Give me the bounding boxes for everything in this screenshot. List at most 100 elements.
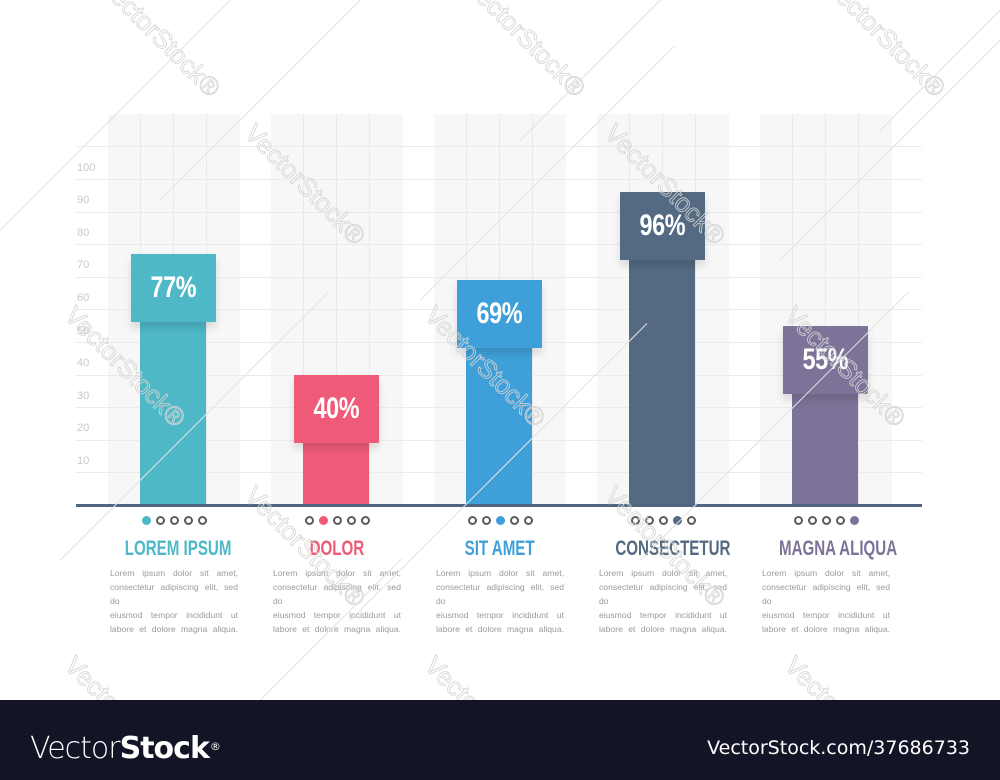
watermark-text: VectorStock® — [58, 650, 192, 700]
dot-icon — [849, 516, 859, 525]
dot-icon — [672, 516, 682, 525]
x-axis-baseline — [76, 504, 922, 507]
desc-line: eiusmod tempor incididunt ut — [599, 610, 727, 620]
dot-icon — [835, 516, 845, 525]
dot-icon — [481, 516, 491, 525]
dot-icon — [686, 516, 696, 525]
desc-line: labore et dolore magna aliqua. — [599, 624, 727, 634]
dot-icon — [346, 516, 356, 525]
grid-line — [76, 212, 922, 213]
desc-line: labore et dolore magna aliqua. — [436, 624, 564, 634]
grid-line — [76, 179, 922, 180]
dot-icon — [821, 516, 831, 525]
y-tick-label: 100 — [77, 162, 96, 174]
dot-icon — [197, 516, 207, 525]
dot-icon — [332, 516, 342, 525]
watermark-text: VectorStock® — [818, 0, 952, 103]
value-label: 40% — [313, 392, 360, 425]
dot-icon — [630, 516, 640, 525]
dot-icon — [793, 516, 803, 525]
bar-dolor: 40% — [294, 375, 379, 505]
desc-line: Lorem ipsum dolor sit amet, — [599, 568, 727, 578]
y-tick-label: 20 — [77, 422, 90, 434]
footer-bar: VectorStock® VectorStock.com/37686733 — [0, 700, 1000, 780]
category-description: Lorem ipsum dolor sit amet, consectetur … — [762, 566, 890, 636]
dot-icon — [523, 516, 533, 525]
pager-dots — [267, 516, 407, 526]
desc-line: labore et dolore magna aliqua. — [762, 624, 890, 634]
dot-icon — [467, 516, 477, 525]
value-label-box: 69% — [457, 280, 542, 348]
infographic-canvas: 10 20 30 40 50 60 70 80 90 100 77% 40% 6… — [0, 0, 1000, 700]
logo-light-text: Vector — [30, 731, 121, 766]
image-id-link[interactable]: VectorStock.com/37686733 — [707, 737, 970, 759]
desc-line: eiusmod tempor incididunt ut — [110, 610, 238, 620]
category-description: Lorem ipsum dolor sit amet, consectetur … — [110, 566, 238, 636]
category-lorem-ipsum: LOREM IPSUM Lorem ipsum dolor sit amet, … — [104, 516, 244, 636]
pager-dots — [756, 516, 896, 526]
value-label-box: 96% — [620, 192, 705, 260]
desc-line: Lorem ipsum dolor sit amet, — [762, 568, 890, 578]
value-label: 55% — [802, 343, 849, 376]
bar-sit-amet: 69% — [457, 280, 542, 505]
watermark-line — [879, 0, 1000, 131]
y-tick-label: 80 — [77, 227, 90, 239]
value-label-box: 55% — [783, 326, 868, 394]
category-magna-aliqua: MAGNA ALIQUA Lorem ipsum dolor sit amet,… — [756, 516, 898, 636]
category-title: LOREM IPSUM — [124, 537, 232, 560]
bar-consectetur: 96% — [620, 192, 705, 505]
bar-lorem-ipsum: 77% — [131, 254, 216, 505]
y-tick-label: 90 — [77, 194, 90, 206]
value-label: 77% — [150, 271, 197, 304]
dot-icon — [141, 516, 151, 525]
category-dolor: DOLOR Lorem ipsum dolor sit amet, consec… — [267, 516, 407, 636]
dot-icon — [155, 516, 165, 525]
value-label: 69% — [476, 297, 523, 330]
desc-line: consectetur adipiscing elit, sed do — [436, 582, 564, 606]
desc-line: eiusmod tempor incididunt ut — [762, 610, 890, 620]
pager-dots — [593, 516, 733, 526]
dot-icon — [304, 516, 314, 525]
category-title: MAGNA ALIQUA — [778, 537, 898, 560]
desc-line: labore et dolore magna aliqua. — [110, 624, 238, 634]
value-label: 96% — [639, 209, 686, 242]
y-tick-label: 60 — [77, 292, 90, 304]
bar-magna-aliqua: 55% — [783, 326, 868, 505]
dot-icon — [644, 516, 654, 525]
registered-mark: ® — [209, 740, 221, 753]
desc-line: labore et dolore magna aliqua. — [273, 624, 401, 634]
y-tick-label: 70 — [77, 259, 90, 271]
desc-line: Lorem ipsum dolor sit amet, — [436, 568, 564, 578]
y-tick-label: 40 — [77, 357, 90, 369]
watermark-text: VectorStock® — [93, 0, 227, 103]
dot-icon — [169, 516, 179, 525]
desc-line: eiusmod tempor incididunt ut — [273, 610, 401, 620]
value-label-box: 77% — [131, 254, 216, 322]
watermark-text: VectorStock® — [458, 0, 592, 103]
pager-dots — [430, 516, 570, 526]
y-tick-label: 50 — [77, 325, 90, 337]
category-description: Lorem ipsum dolor sit amet, consectetur … — [273, 566, 401, 636]
value-label-box: 40% — [294, 375, 379, 443]
dot-icon — [183, 516, 193, 525]
watermark-text: VectorStock® — [418, 650, 552, 700]
logo-bold-text: Stock — [119, 731, 210, 766]
grid-line — [76, 244, 922, 245]
desc-line: consectetur adipiscing elit, sed do — [273, 582, 401, 606]
pager-dots — [104, 516, 244, 526]
category-description: Lorem ipsum dolor sit amet, consectetur … — [599, 566, 727, 636]
desc-line: eiusmod tempor incididunt ut — [436, 610, 564, 620]
category-title: CONSECTETUR — [615, 537, 731, 560]
watermark-text: VectorStock® — [778, 650, 912, 700]
dot-icon — [360, 516, 370, 525]
category-consectetur: CONSECTETUR Lorem ipsum dolor sit amet, … — [593, 516, 733, 636]
category-description: Lorem ipsum dolor sit amet, consectetur … — [436, 566, 564, 636]
dot-icon — [495, 516, 505, 525]
dot-icon — [509, 516, 519, 525]
y-tick-label: 10 — [77, 455, 90, 467]
category-title: DOLOR — [309, 537, 365, 560]
y-tick-label: 30 — [77, 390, 90, 402]
grid-line — [76, 146, 922, 147]
desc-line: Lorem ipsum dolor sit amet, — [110, 568, 238, 578]
desc-line: consectetur adipiscing elit, sed do — [110, 582, 238, 606]
